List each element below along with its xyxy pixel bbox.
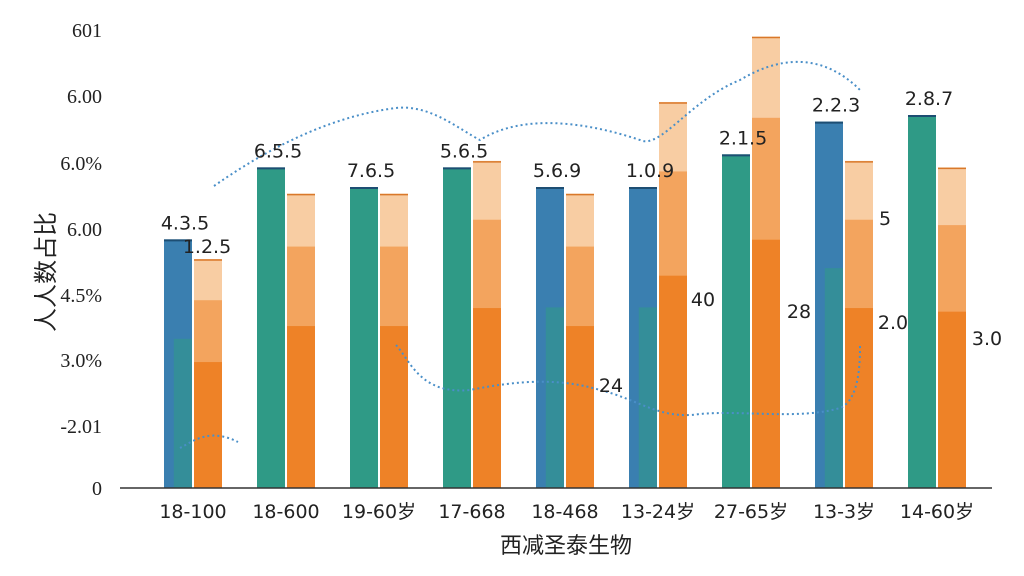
trend-line-small [179, 434, 239, 449]
bar-value-label: 5.6.9 [533, 160, 581, 182]
bar-value-label: 1.0.9 [626, 160, 674, 182]
x-tick-label: 14-60岁 [900, 501, 974, 523]
bar-primary-inner [173, 338, 192, 488]
bar-secondary-base [659, 275, 687, 488]
x-tick-labels: 18-100 18-600 19-60岁 17-668 18-468 13-24岁 27-6… [159, 501, 974, 523]
bar-secondary-base [473, 308, 501, 488]
bar-value-label: 2.1.5 [719, 127, 767, 149]
bar-value-label: 6.5.5 [254, 140, 302, 162]
trend-lines [179, 60, 861, 449]
bar-value-label: 7.6.5 [347, 160, 395, 182]
x-tick-label: 19-60岁 [342, 501, 416, 523]
x-tick-label: 17-668 [438, 501, 505, 523]
bar-primary-inner [638, 307, 657, 488]
bar-primary [350, 187, 378, 488]
bar-secondary-base [287, 326, 315, 488]
secondary-value-label: 1.2.5 [183, 236, 231, 258]
bar-primary [257, 167, 285, 488]
bar-secondary-base [752, 239, 780, 488]
secondary-value-label: 28 [787, 301, 811, 323]
x-tick-label: 13-3岁 [813, 501, 875, 523]
bar-value-label: 4.3.5 [161, 212, 209, 234]
y-tick-label: 3.0% [60, 350, 102, 372]
y-tick-label: 4.5% [60, 285, 102, 307]
y-tick-label: 6.0% [60, 153, 102, 175]
bar-primary-inner [824, 268, 843, 488]
secondary-value-label: 3.0 [972, 328, 1002, 350]
bar-primary [443, 167, 471, 488]
y-tick-label: 601 [72, 20, 102, 42]
x-tick-label: 18-100 [159, 501, 226, 523]
secondary-value-label: 24 [599, 375, 623, 397]
bar-value-label: 5.6.5 [440, 140, 488, 162]
bar-value-label: 2.2.3 [812, 95, 860, 117]
bar-secondary-base [845, 308, 873, 488]
bar-value-label: 2.8.7 [905, 88, 953, 110]
bar-secondary-base [380, 326, 408, 488]
bar-secondary-base [194, 362, 222, 488]
secondary-value-label: 2.0 [878, 312, 908, 334]
bar-primary [722, 154, 750, 489]
bars-layer [164, 36, 966, 489]
y-tick-label: -2.01 [60, 416, 102, 438]
secondary-value-label: 5 [879, 208, 891, 230]
y-tick-labels: 0 -2.01 3.0% 4.5% 6.00 6.0% 6.00 601 [60, 20, 102, 500]
x-axis-title: 西减圣泰生物 [500, 534, 632, 559]
secondary-value-label: 40 [691, 289, 715, 311]
bar-secondary-base [566, 326, 594, 488]
bar-primary [908, 115, 936, 489]
data-labels: 4.3.5 6.5.5 7.6.5 5.6.5 5.6.9 1.0.9 2.1.5 2.2.3… [161, 88, 1002, 397]
y-tick-label: 6.00 [67, 86, 102, 108]
x-tick-label: 18-600 [252, 501, 319, 523]
x-tick-label: 13-24岁 [621, 501, 695, 523]
y-tick-label: 0 [92, 478, 102, 500]
trend-line-upper [213, 60, 861, 187]
y-tick-label: 6.00 [67, 219, 102, 241]
y-axis-title: 人人数占比 [32, 212, 60, 332]
bar-secondary-base [938, 311, 966, 488]
x-tick-label: 18-468 [531, 501, 598, 523]
bar-primary-inner [545, 307, 564, 488]
x-tick-label: 27-65岁 [714, 501, 788, 523]
